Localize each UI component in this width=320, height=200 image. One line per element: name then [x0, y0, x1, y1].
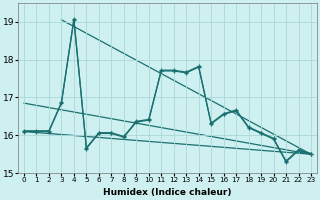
X-axis label: Humidex (Indice chaleur): Humidex (Indice chaleur): [103, 188, 232, 197]
